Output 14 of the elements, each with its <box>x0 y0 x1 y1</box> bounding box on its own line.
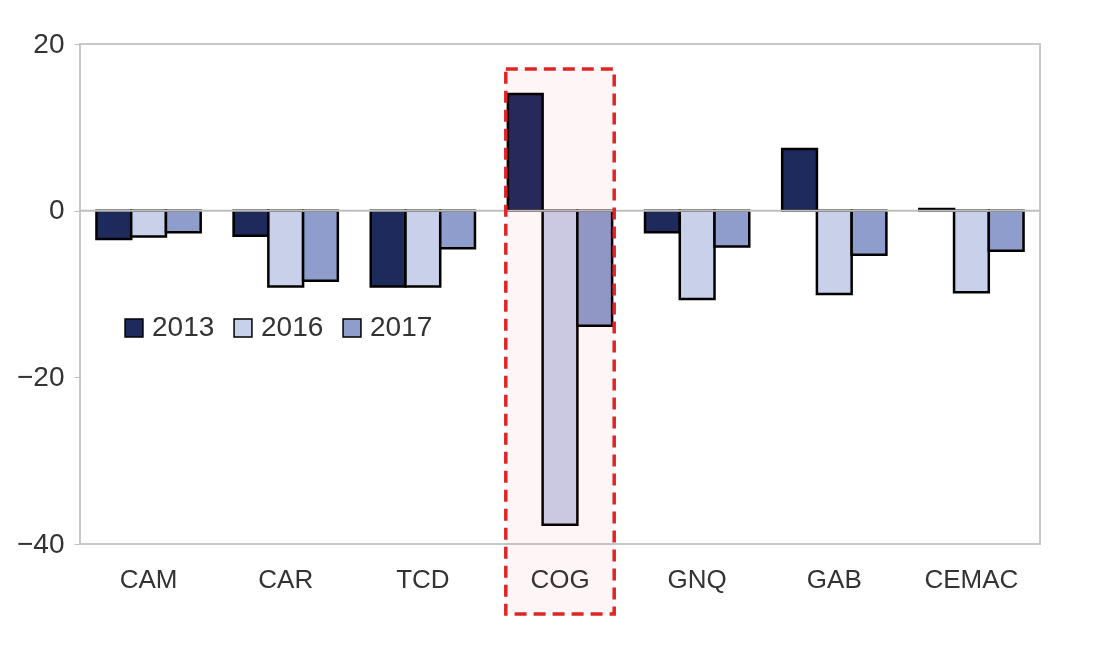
y-tick-label: −40 <box>17 527 65 559</box>
y-tick-label: 0 <box>48 194 65 226</box>
y-tick-label: 20 <box>33 27 65 59</box>
y-tick-label: −20 <box>17 360 65 392</box>
x-tick-label: CAR <box>258 563 314 594</box>
legend-label: 2017 <box>370 311 433 342</box>
legend-label: 2013 <box>152 311 215 342</box>
x-tick-label: CEMAC <box>924 563 1019 594</box>
x-tick-label: GNQ <box>667 563 727 594</box>
x-tick-label: TCD <box>396 563 450 594</box>
x-tick-label: GAB <box>806 563 862 594</box>
x-tick-label: COG <box>530 563 590 594</box>
legend-label: 2016 <box>261 311 324 342</box>
x-tick-label: CAM <box>119 563 178 594</box>
